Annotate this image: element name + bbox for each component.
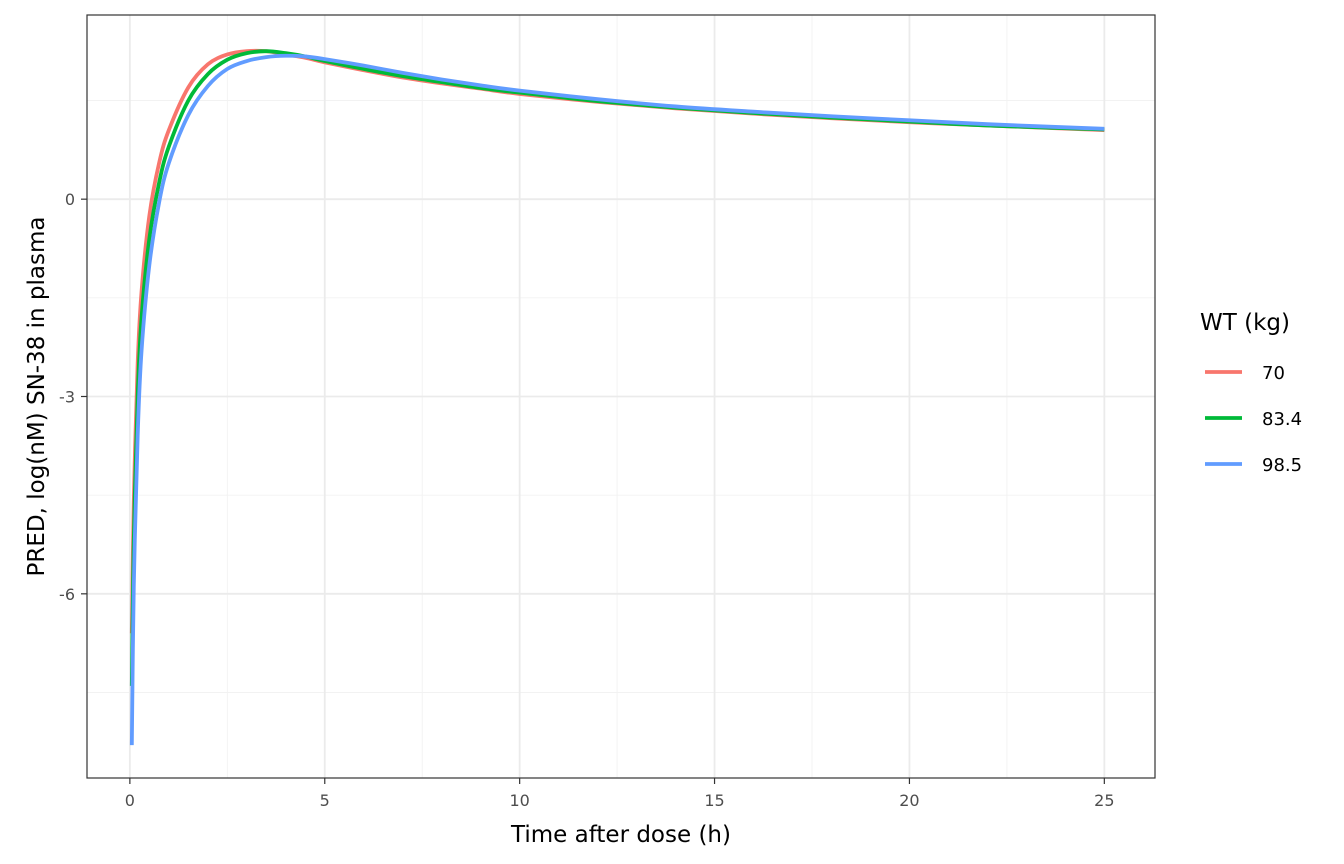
y-tick-label: -3 — [59, 388, 75, 407]
axes: 0 5 10 15 20 25 -6 -3 0 — [59, 190, 1114, 810]
x-tick-label: 15 — [704, 791, 724, 810]
y-axis-title: PRED, log(nM) SN-38 in plasma — [24, 217, 50, 577]
x-axis-title: Time after dose (h) — [510, 822, 731, 848]
x-tick-label: 5 — [320, 791, 330, 810]
legend-label: 70 — [1262, 363, 1285, 384]
y-tick-label: -6 — [59, 585, 75, 604]
legend: WT (kg) 70 83.4 98.5 — [1200, 310, 1302, 476]
x-tick-label: 20 — [899, 791, 919, 810]
legend-label: 83.4 — [1262, 409, 1302, 430]
series-layer — [129, 48, 1105, 746]
x-tick-label: 25 — [1094, 791, 1114, 810]
series-line-98-5 — [129, 53, 1105, 746]
y-tick-label: 0 — [65, 190, 75, 209]
grid — [87, 15, 1155, 778]
x-tick-label: 10 — [509, 791, 529, 810]
legend-title: WT (kg) — [1200, 310, 1290, 336]
legend-label: 98.5 — [1262, 455, 1302, 476]
x-tick-label: 0 — [125, 791, 135, 810]
